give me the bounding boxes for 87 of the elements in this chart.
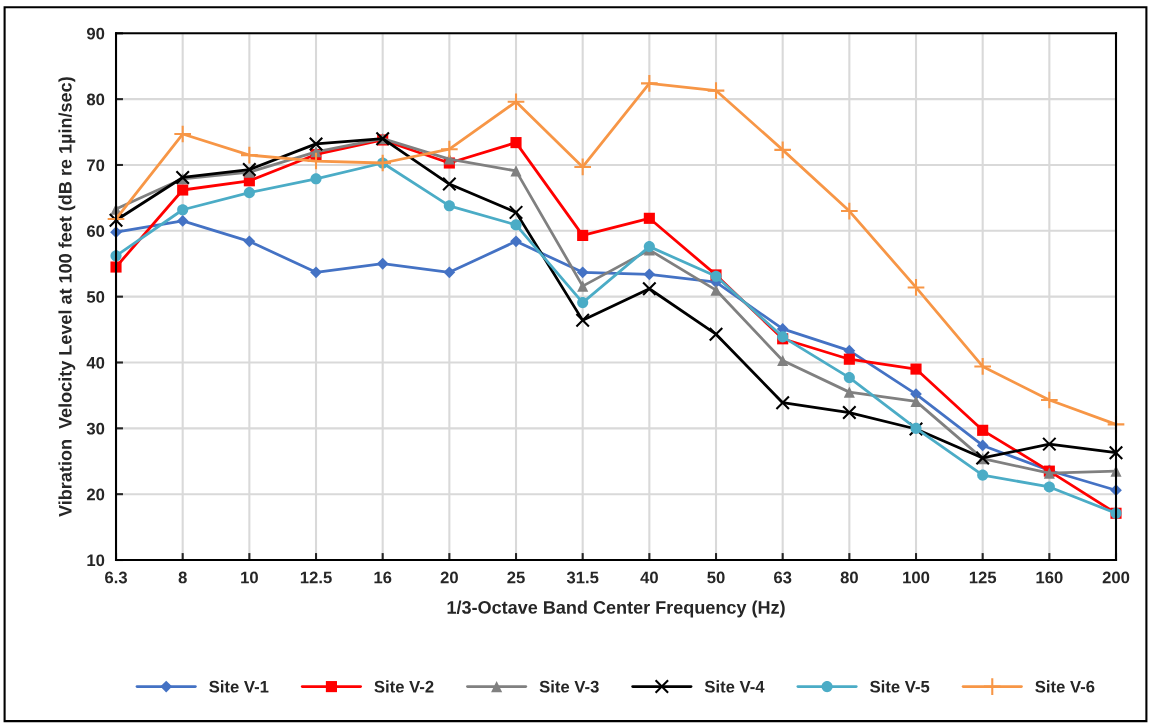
legend-label: Site V-2 (374, 680, 434, 693)
y-tick-label: 70 (87, 159, 105, 172)
point (576, 266, 589, 279)
point (510, 219, 522, 231)
x-tick-label: 40 (640, 571, 658, 584)
x-tick-label: 25 (507, 571, 525, 584)
point (1043, 481, 1055, 493)
point (510, 137, 522, 149)
y-tick-label: 90 (86, 27, 105, 40)
point (177, 204, 189, 216)
point (110, 261, 122, 273)
point (839, 201, 859, 221)
x-tick-label: 160 (1036, 571, 1063, 584)
point (575, 313, 590, 328)
point (642, 281, 657, 297)
point (1042, 436, 1057, 452)
x-tick-label: 8 (178, 571, 187, 584)
x-tick-label: 80 (840, 571, 858, 584)
point (443, 266, 456, 279)
point (639, 73, 659, 93)
point (977, 469, 989, 481)
point (843, 372, 855, 384)
point (706, 81, 726, 100)
point (773, 140, 793, 160)
point (243, 235, 256, 248)
point (843, 353, 855, 365)
x-tick-label: 6.3 (105, 571, 127, 584)
legend-label: Site V-6 (1035, 680, 1095, 693)
x-tick-label: 200 (1102, 571, 1130, 584)
point (173, 124, 193, 144)
point (843, 386, 855, 398)
point (777, 354, 789, 367)
x-tick-label: 20 (440, 571, 458, 584)
legend-label: Site V-5 (870, 680, 930, 693)
point (1108, 445, 1124, 460)
y-tick-label: 20 (86, 488, 105, 501)
point (308, 136, 324, 152)
x-tick-label: 10 (241, 571, 258, 584)
point (239, 145, 259, 165)
y-tick-label: 10 (87, 554, 105, 567)
point (910, 363, 922, 375)
legend-label: Site V-4 (704, 680, 765, 693)
point (442, 176, 457, 192)
point (977, 424, 989, 436)
y-tick-label: 40 (86, 356, 105, 369)
y-tick-label: 30 (86, 422, 105, 435)
y-axis-title: Vibration Velocity Level at 100 feet (dB re 1µin/sec) (58, 77, 76, 517)
point (906, 278, 926, 297)
x-tick-label: 12.5 (300, 571, 332, 584)
point (573, 157, 593, 177)
point (910, 395, 922, 407)
point (508, 205, 524, 220)
x-tick-label: 100 (903, 571, 930, 584)
x-tick-label: 63 (774, 571, 792, 584)
point (310, 266, 322, 279)
point (506, 92, 526, 112)
legend-label: Site V-3 (539, 680, 599, 693)
point (643, 268, 656, 281)
point (643, 212, 655, 224)
point (577, 280, 589, 292)
x-tick-label: 16 (374, 571, 392, 584)
point (708, 326, 724, 342)
point (376, 257, 389, 270)
point (310, 173, 322, 185)
x-tick-label: 125 (969, 571, 997, 584)
point (177, 184, 189, 196)
point (973, 357, 993, 376)
point (439, 139, 459, 159)
point (775, 395, 790, 410)
y-tick-label: 80 (86, 93, 105, 106)
point (577, 297, 589, 309)
point (842, 405, 857, 420)
point (577, 229, 589, 241)
legend-label: Site V-1 (209, 680, 269, 693)
y-tick-label: 50 (86, 291, 105, 303)
point (242, 162, 257, 177)
x-tick-label: 31.5 (566, 571, 599, 584)
point (976, 439, 989, 452)
point (176, 215, 189, 227)
point (243, 187, 255, 199)
point (510, 235, 522, 248)
x-axis-title: 1/3-Octave Band Center Frequency (Hz) (447, 600, 785, 618)
point (443, 200, 455, 212)
point (510, 165, 522, 177)
point (1039, 390, 1059, 410)
x-tick-label: 50 (707, 571, 725, 584)
y-tick-label: 60 (86, 225, 105, 238)
